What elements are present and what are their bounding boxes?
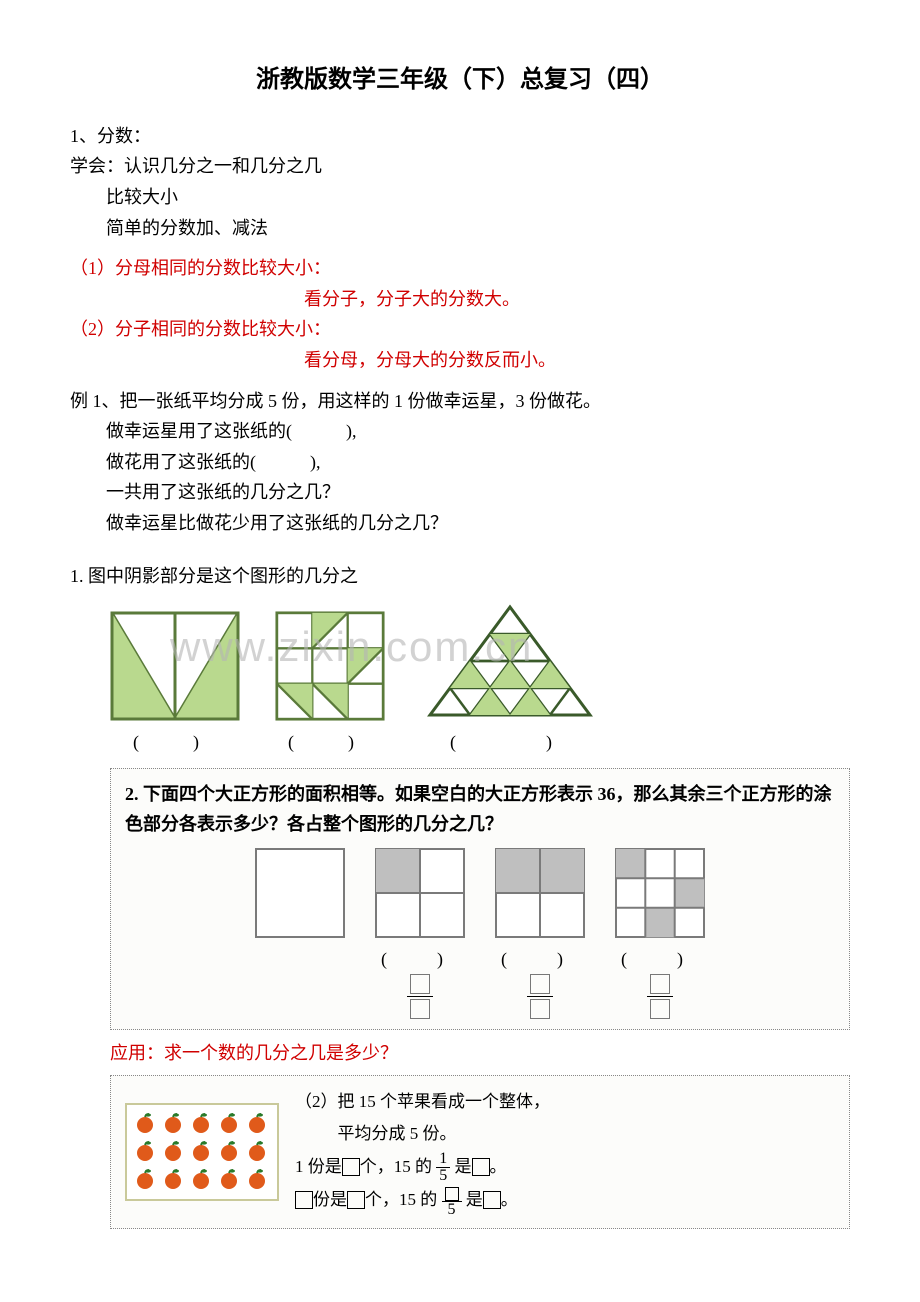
ex1-l5: 做幸运星比做花少用了这张纸的几分之几？ (106, 508, 850, 539)
fig1-row: www.zixin.com.cn ( ) (110, 601, 850, 758)
example-1: 例 1、把一张纸平均分成 5 份，用这样的 1 份做幸运星，3 份做花。 做幸运… (70, 386, 850, 539)
apple-icon (217, 1167, 241, 1191)
paren-1: ( ) (110, 727, 240, 758)
paren-sq4: ( ) (615, 944, 705, 975)
fig2-title: 2. 下面四个大正方形的面积相等。如果空白的大正方形表示 36，那么其余三个正方… (125, 779, 835, 840)
apple-icon (189, 1111, 213, 1135)
rules-block: （1）分母相同的分数比较大小： 看分子，分子大的分数大。 （2）分子相同的分数比… (70, 253, 850, 375)
s1-learn: 学会：认识几分之一和几分之几 (70, 151, 850, 182)
blank-box (295, 1191, 313, 1209)
fig1-shape-1: ( ) (110, 611, 240, 758)
apple-icon (161, 1111, 185, 1135)
app-t3c: 是 (455, 1157, 472, 1176)
apple-icon (217, 1139, 241, 1163)
blank-box (483, 1191, 501, 1209)
fig1-title: 1. 图中阴影部分是这个图形的几分之 (70, 561, 850, 592)
fig2-row: ( ) ( ) ( ) (125, 848, 835, 1020)
frac-box-2 (527, 974, 553, 1019)
fig2-sq4: ( ) (615, 848, 705, 1020)
app-t3d: 。 (490, 1157, 507, 1176)
apple-grid (125, 1103, 279, 1201)
apple-icon (133, 1139, 157, 1163)
ex1-l3: 做花用了这张纸的( ), (106, 447, 850, 478)
apple-icon (133, 1167, 157, 1191)
fig1-shape-2: ( ) (270, 611, 390, 758)
ex1-l2: 做幸运星用了这张纸的( ), (106, 416, 850, 447)
frac-1-5: 15 (436, 1151, 450, 1184)
rule2a: （2）分子相同的分数比较大小： (70, 314, 850, 345)
apple-icon (245, 1167, 269, 1191)
app-t4b: 个，15 的 (365, 1190, 437, 1209)
app-t4c: 是 (466, 1190, 483, 1209)
fig1-shape-3: ( ) (420, 601, 600, 758)
app-t3a: 1 份是 (295, 1157, 342, 1176)
application-heading: 应用：求一个数的几分之几是多少？ (110, 1038, 850, 1069)
app-t4a: 份是 (313, 1190, 347, 1209)
app-t3b: 个，15 的 (360, 1157, 432, 1176)
apple-icon (217, 1111, 241, 1135)
apple-icon (245, 1139, 269, 1163)
apple-icon (161, 1167, 185, 1191)
application-text: （2）把 15 个苹果看成一个整体， 平均分成 5 份。 1 份是个，15 的 … (295, 1086, 550, 1218)
apple-icon (133, 1111, 157, 1135)
paren-sq2: ( ) (375, 944, 465, 975)
ex1-l4: 一共用了这张纸的几分之几？ (106, 477, 850, 508)
apple-icon (189, 1167, 213, 1191)
paren-2: ( ) (270, 727, 390, 758)
ex1-l1: 例 1、把一张纸平均分成 5 份，用这样的 1 份做幸运星，3 份做花。 (70, 386, 850, 417)
apple-icon (161, 1139, 185, 1163)
s1-l3: 简单的分数加、减法 (106, 213, 850, 244)
app-t4d: 。 (501, 1190, 518, 1209)
apple-icon (189, 1139, 213, 1163)
blank-box (347, 1191, 365, 1209)
s1-l2: 比较大小 (106, 182, 850, 213)
apple-icon (245, 1111, 269, 1135)
frac-box-1 (407, 974, 433, 1019)
s1-heading: 1、分数： (70, 121, 850, 152)
app-t1: （2）把 15 个苹果看成一个整体， (295, 1092, 550, 1111)
paren-sq3: ( ) (495, 944, 585, 975)
rule1a: （1）分母相同的分数比较大小： (70, 253, 850, 284)
frac-box-3 (647, 974, 673, 1019)
app-t2: 平均分成 5 份。 (338, 1124, 457, 1143)
frac-blank-5: 5 (442, 1185, 462, 1218)
rule2b: 看分母，分母大的分数反而小。 (304, 345, 850, 376)
page-title: 浙教版数学三年级（下）总复习（四） (70, 60, 850, 101)
application-box: （2）把 15 个苹果看成一个整体， 平均分成 5 份。 1 份是个，15 的 … (110, 1075, 850, 1229)
blank-box (342, 1158, 360, 1176)
fig2-sq1 (255, 848, 345, 938)
section-1: 1、分数： 学会：认识几分之一和几分之几 比较大小 简单的分数加、减法 (70, 121, 850, 243)
rule1b: 看分子，分子大的分数大。 (304, 284, 850, 315)
fig2-box: 2. 下面四个大正方形的面积相等。如果空白的大正方形表示 36，那么其余三个正方… (110, 768, 850, 1031)
fig2-sq3: ( ) (495, 848, 585, 1020)
blank-box (472, 1158, 490, 1176)
paren-3: ( ) (420, 727, 600, 758)
fig2-sq2: ( ) (375, 848, 465, 1020)
